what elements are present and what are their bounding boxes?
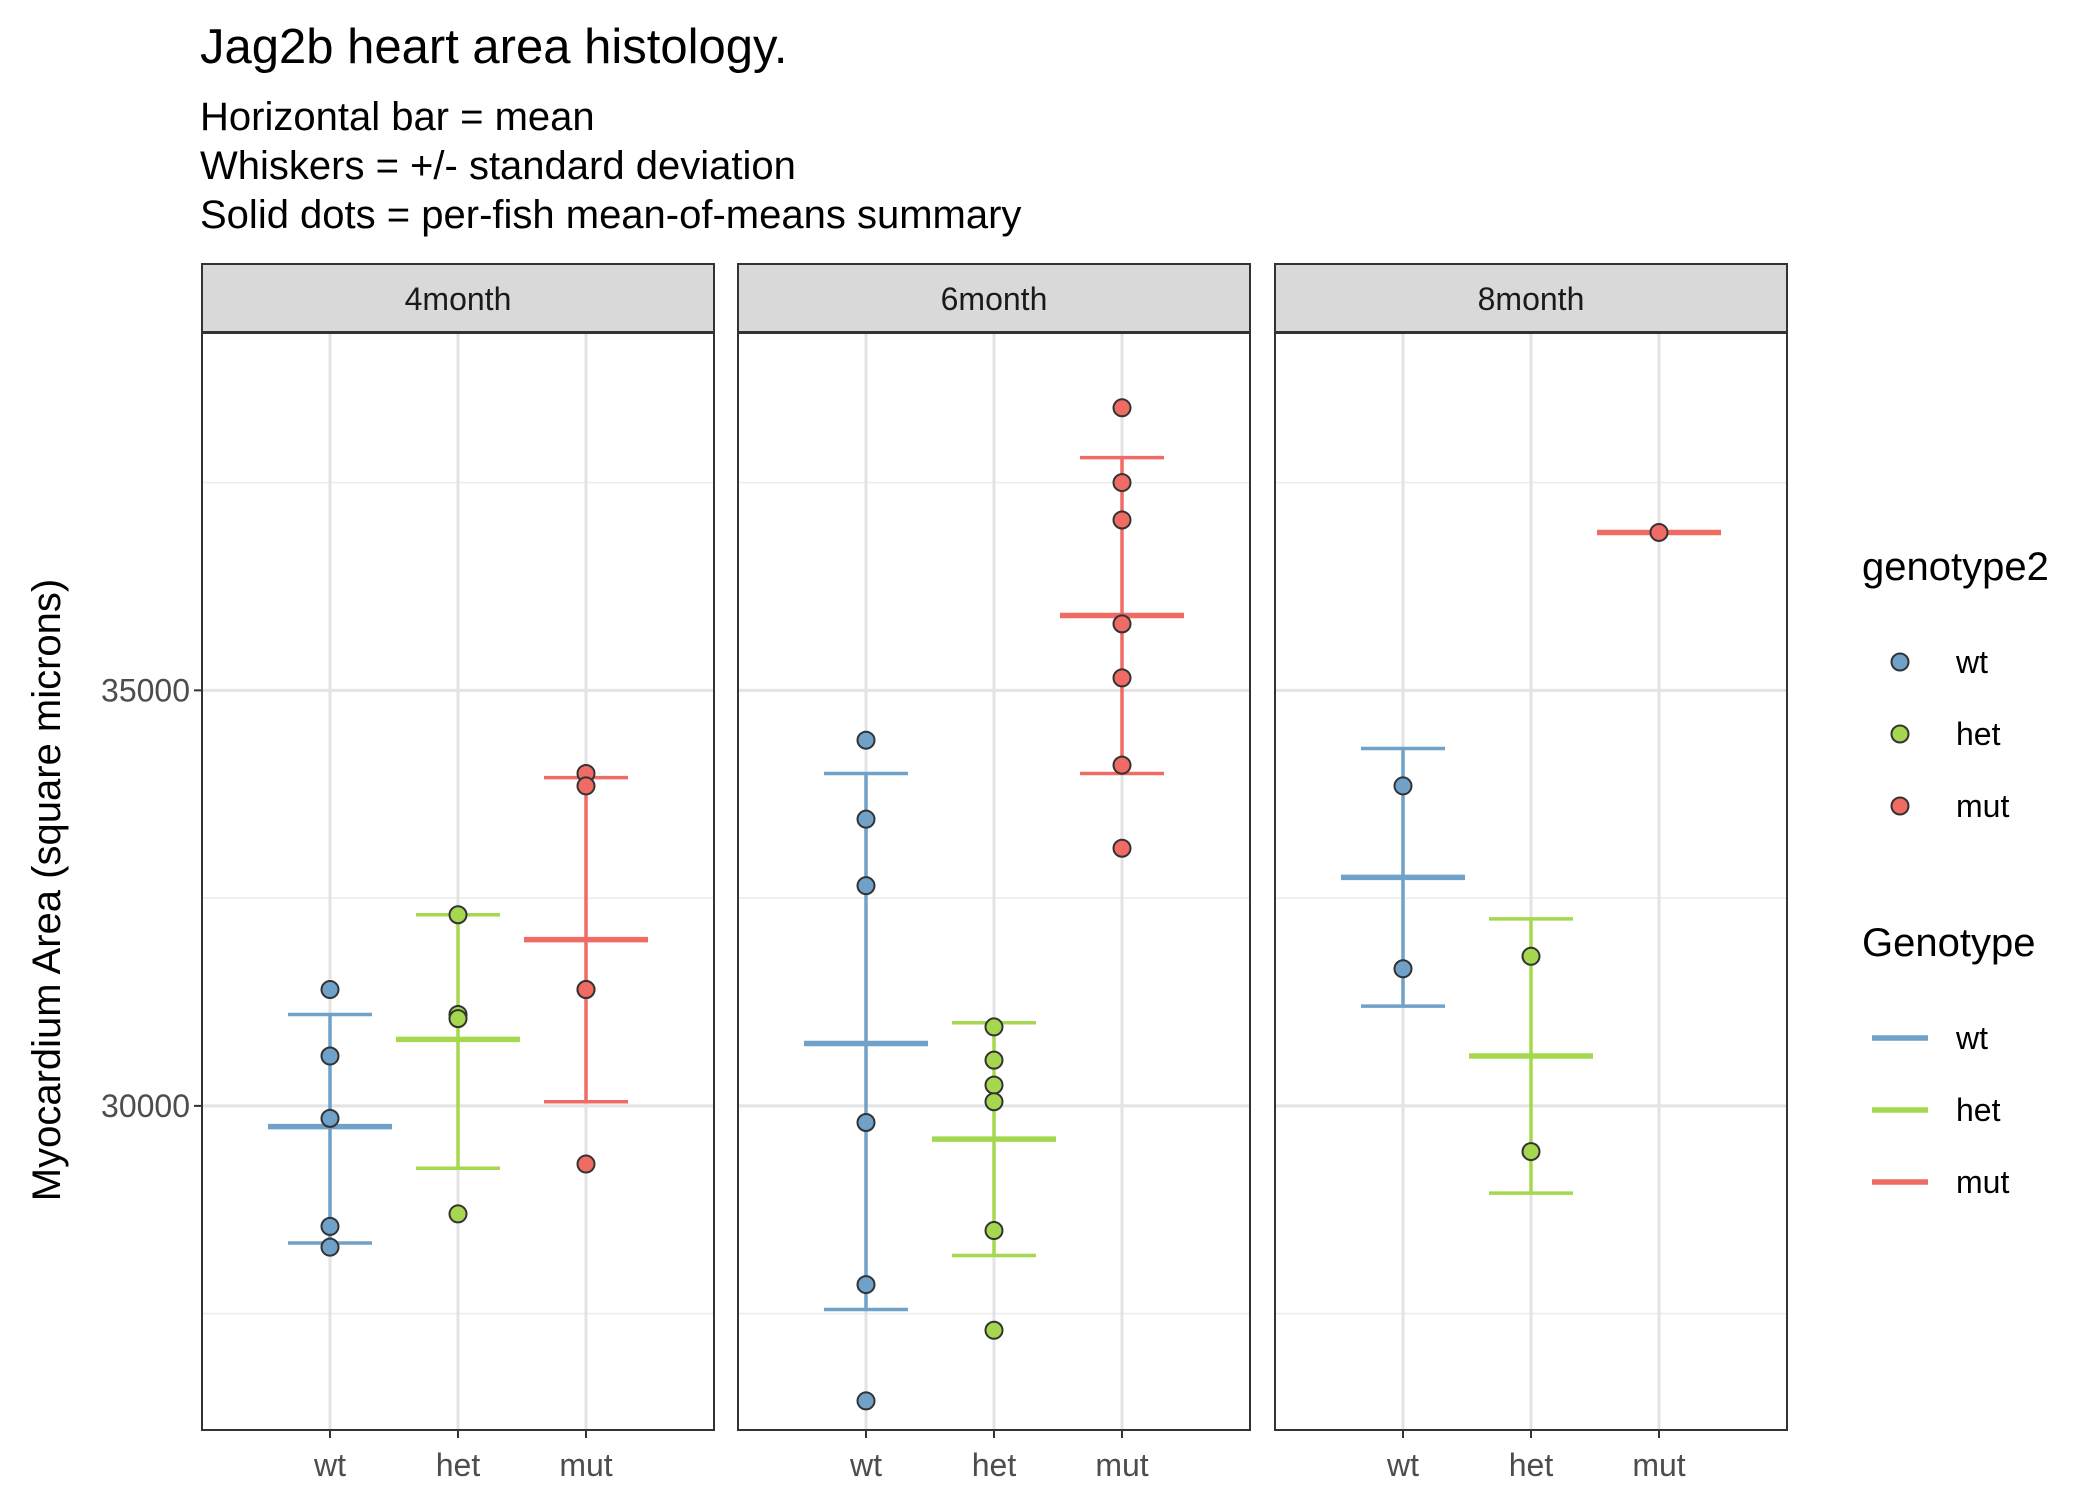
- x-tick-label: wt: [849, 1447, 882, 1483]
- chart-title: Jag2b heart area histology.: [200, 20, 787, 74]
- legend-title: genotype2: [1862, 545, 2049, 589]
- group-wt: [268, 980, 392, 1257]
- data-point: [984, 1092, 1004, 1112]
- x-tick-label: wt: [313, 1447, 346, 1483]
- legend-key-point: [1890, 796, 1910, 816]
- data-point: [984, 1320, 1004, 1340]
- data-point: [856, 1391, 876, 1411]
- legend-genotype2: genotype2 wt het mut: [1862, 545, 2049, 824]
- group-mut: [524, 763, 648, 1174]
- data-point: [856, 809, 876, 829]
- group-mut: [1597, 522, 1721, 542]
- facet-panel-6month: 6month wt het mut: [737, 263, 1251, 1483]
- data-point: [448, 1009, 468, 1029]
- data-point: [1112, 755, 1132, 775]
- legend-label: mut: [1956, 1164, 2009, 1200]
- x-tick-label: wt: [1386, 1447, 1419, 1483]
- data-point: [856, 876, 876, 896]
- data-point: [1112, 473, 1132, 493]
- x-tick-label: het: [972, 1447, 1017, 1483]
- group-het: [1469, 917, 1593, 1195]
- data-point: [448, 905, 468, 925]
- data-point: [984, 1017, 1004, 1037]
- data-point: [1112, 510, 1132, 530]
- data-point: [320, 1237, 340, 1257]
- legend-label: het: [1956, 716, 2001, 752]
- group-het: [396, 905, 520, 1224]
- group-wt: [804, 730, 928, 1411]
- y-tick-label: 30000: [101, 1088, 190, 1124]
- chart-subtitle-line-1: Horizontal bar = mean: [200, 95, 595, 139]
- x-tick-label: mut: [1095, 1447, 1148, 1483]
- data-point: [1393, 776, 1413, 796]
- legend-Genotype: Genotype wt het mut: [1862, 921, 2035, 1200]
- facet-strip-label: 4month: [405, 281, 512, 317]
- legend-key-point: [1890, 724, 1910, 744]
- x-tick-label: mut: [1632, 1447, 1685, 1483]
- facet-panel-4month: 4month wt het mut: [201, 263, 715, 1483]
- x-tick-label: mut: [559, 1447, 612, 1483]
- legend-label: mut: [1956, 788, 2009, 824]
- data-point: [1521, 1142, 1541, 1162]
- data-point: [576, 776, 596, 796]
- data-point: [320, 980, 340, 1000]
- data-point: [448, 1204, 468, 1224]
- data-point: [576, 980, 596, 1000]
- x-tick-label: het: [436, 1447, 481, 1483]
- y-tick-label: 35000: [101, 672, 190, 708]
- data-point: [1112, 614, 1132, 634]
- data-point: [1393, 959, 1413, 979]
- data-point: [1521, 946, 1541, 966]
- group-mut: [1060, 398, 1184, 858]
- legend-layer: genotype2 wt het mut Genotype wt het mut: [1862, 545, 2049, 1200]
- chart-subtitle-line-2: Whiskers = +/- standard deviation: [200, 144, 796, 188]
- y-axis-title: Myocardium Area (square microns): [25, 579, 69, 1201]
- data-point: [856, 730, 876, 750]
- legend-label: wt: [1955, 1020, 1988, 1056]
- chart-subtitle-line-3: Solid dots = per-fish mean-of-means summ…: [200, 193, 1021, 237]
- data-point: [320, 1216, 340, 1236]
- data-point: [984, 1075, 1004, 1095]
- group-het: [932, 1017, 1056, 1340]
- legend-label: het: [1956, 1092, 2001, 1128]
- group-wt: [1341, 746, 1465, 1008]
- data-point: [320, 1046, 340, 1066]
- legend-title: Genotype: [1862, 921, 2035, 965]
- facet-panel-8month: 8month wt het mut: [1274, 263, 1788, 1483]
- data-point: [984, 1050, 1004, 1070]
- legend-key-point: [1890, 652, 1910, 672]
- data-point: [320, 1108, 340, 1128]
- data-point: [984, 1221, 1004, 1241]
- facet-strip-label: 6month: [941, 281, 1048, 317]
- facet-strip: [201, 263, 715, 333]
- data-point: [856, 1113, 876, 1133]
- facet-strip-label: 8month: [1478, 281, 1585, 317]
- data-point: [1112, 838, 1132, 858]
- data-point: [1112, 398, 1132, 418]
- legend-label: wt: [1955, 644, 1988, 680]
- data-point: [576, 1154, 596, 1174]
- facet-strip: [1274, 263, 1788, 333]
- data-point: [1112, 668, 1132, 688]
- data-point: [856, 1275, 876, 1295]
- facet-strip: [737, 263, 1251, 333]
- x-tick-label: het: [1509, 1447, 1554, 1483]
- data-point: [1649, 522, 1669, 542]
